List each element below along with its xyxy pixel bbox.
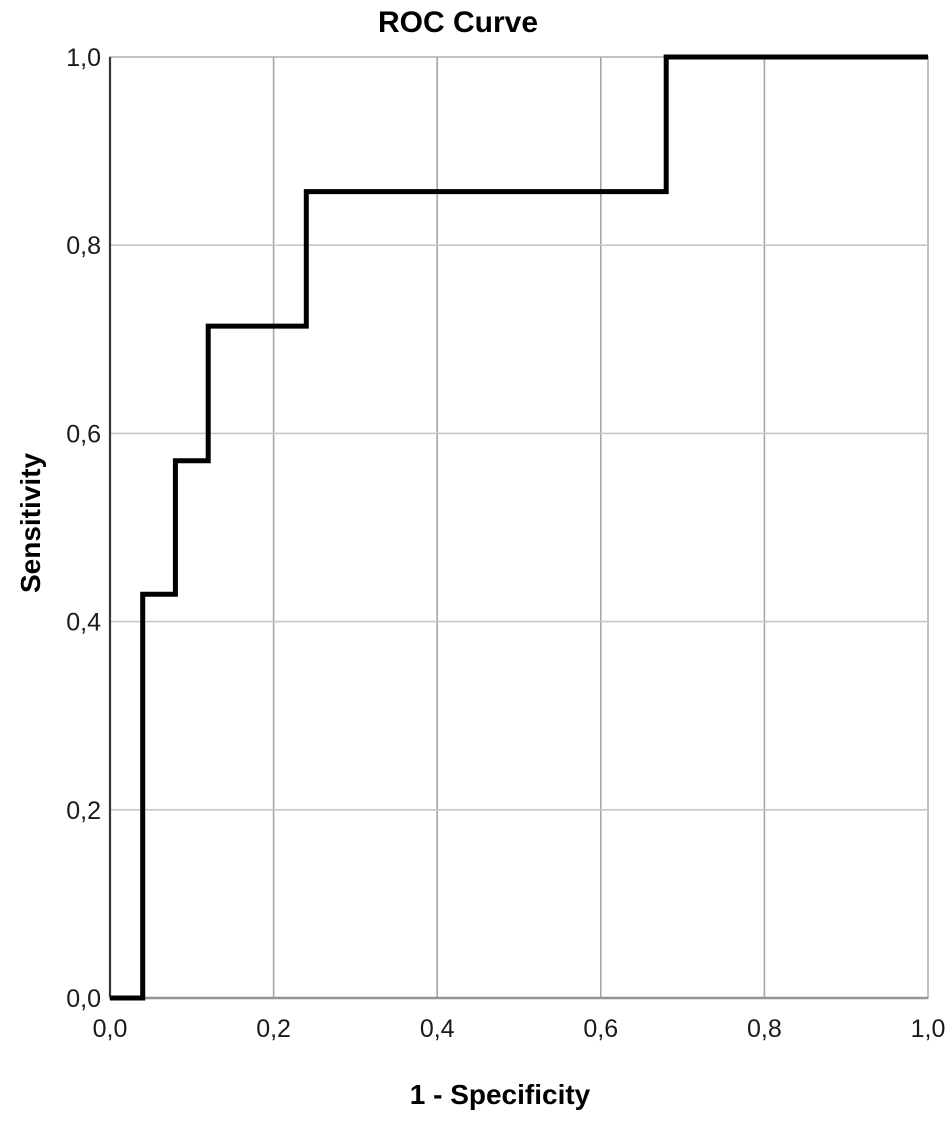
chart-title: ROC Curve xyxy=(377,6,539,39)
y-tick-label: 0,6 xyxy=(66,420,101,448)
x-tick-label: 0,4 xyxy=(420,1015,455,1043)
y-tick-label: 0,0 xyxy=(66,985,101,1013)
y-tick-label: 0,8 xyxy=(66,232,101,260)
y-tick-label: 0,4 xyxy=(66,609,101,637)
x-tick-label: 0,0 xyxy=(93,1015,128,1043)
roc-curve-path xyxy=(110,54,928,1001)
x-tick-label: 1,0 xyxy=(911,1015,946,1043)
x-tick-label: 0,8 xyxy=(747,1015,782,1043)
plot-frame xyxy=(109,56,929,999)
y-axis-label: Sensitivity xyxy=(15,452,46,594)
y-tick-label: 0,2 xyxy=(66,797,101,825)
x-tick-label: 0,6 xyxy=(583,1015,618,1043)
x-axis-label: 1 - Specificity xyxy=(409,1079,591,1110)
y-tick-label: 1,0 xyxy=(66,44,101,72)
x-tick-label: 0,2 xyxy=(256,1015,291,1043)
